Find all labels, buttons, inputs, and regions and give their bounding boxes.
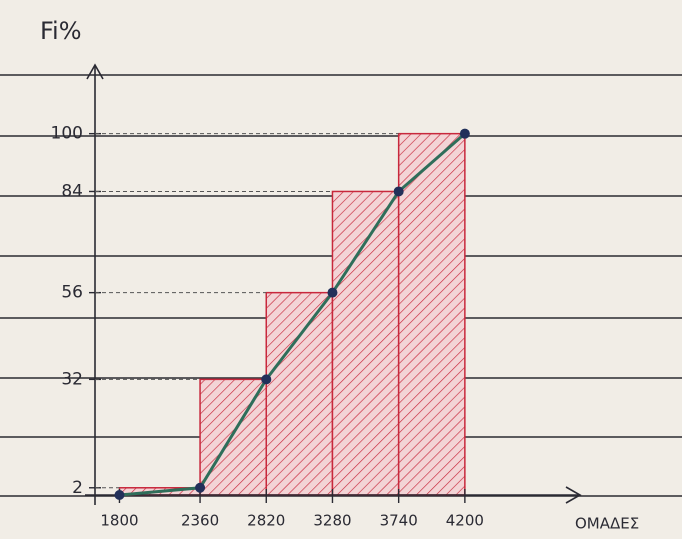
y-tick-label: 2 (72, 478, 83, 498)
bar (399, 134, 465, 495)
ogive-point (195, 483, 205, 493)
y-tick-label: 32 (61, 369, 83, 389)
x-tick-label: 3740 (380, 512, 418, 530)
bar (332, 191, 398, 495)
chart: Fi% ΟΜΑΔΕΣ 2 32 56 84 100 1800 2360 2820 3280 374… (0, 0, 682, 539)
y-axis-label: Fi% (40, 17, 82, 45)
ogive-point (460, 129, 470, 139)
x-tick-label: 2820 (247, 512, 285, 530)
ogive-point (261, 374, 271, 384)
bar (266, 293, 332, 495)
x-tick-label: 2360 (181, 512, 219, 530)
x-axis-label: ΟΜΑΔΕΣ (575, 515, 639, 533)
ogive-point (394, 186, 404, 196)
x-tick-label: 4200 (446, 512, 484, 530)
x-tick-label: 1800 (100, 512, 138, 530)
x-tick-label: 3280 (313, 512, 351, 530)
ogive-point (114, 490, 124, 500)
y-tick-label: 84 (61, 181, 83, 201)
y-tick-label: 100 (51, 124, 83, 144)
ogive-point (327, 288, 337, 298)
y-tick-label: 56 (61, 283, 83, 303)
